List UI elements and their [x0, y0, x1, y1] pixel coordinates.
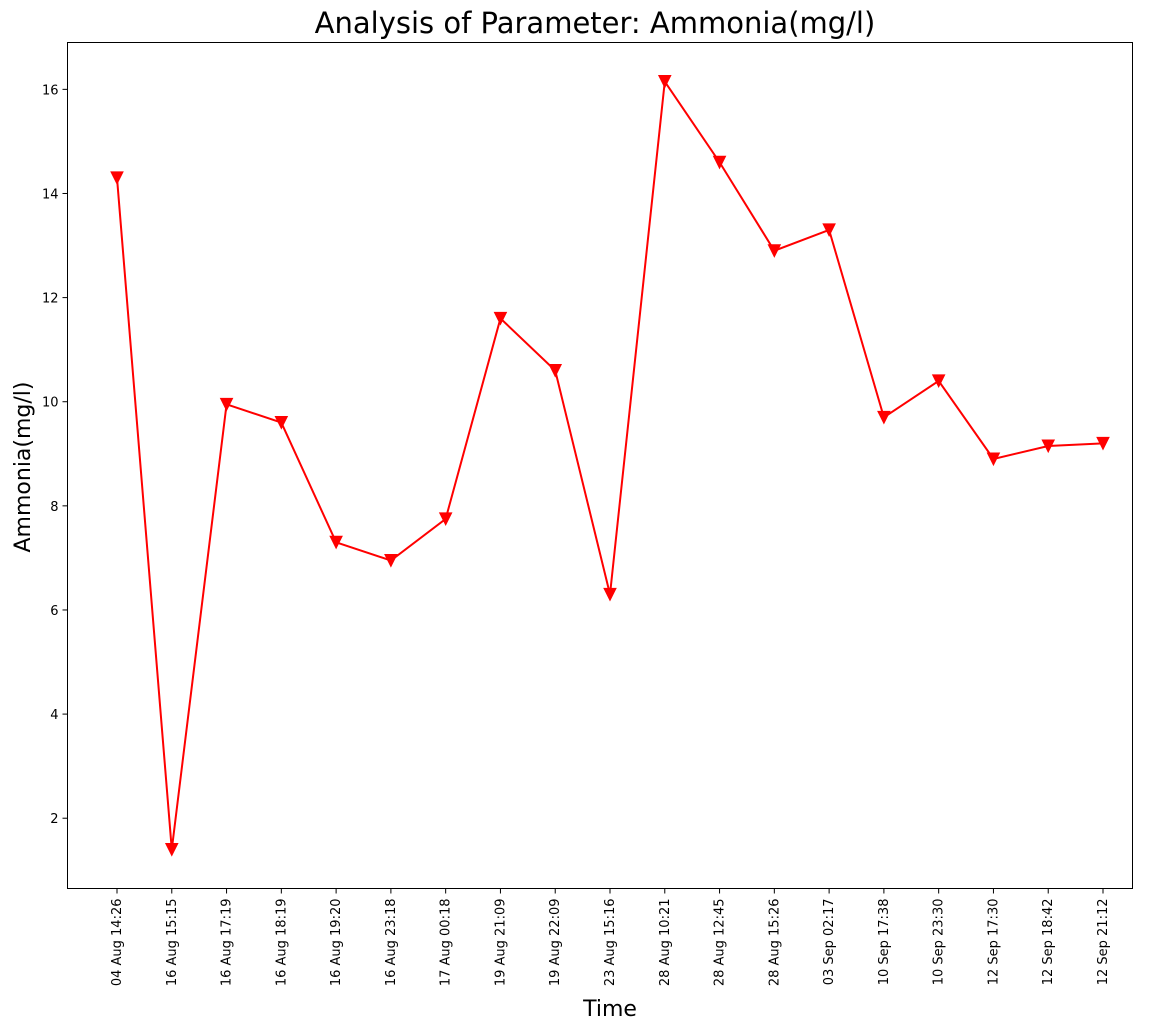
- x-tick-label: 17 Aug 00:18: [439, 899, 454, 987]
- y-tick-label: 6: [50, 604, 58, 619]
- data-point: [603, 587, 617, 602]
- data-point: [110, 171, 124, 185]
- x-tick-label: 12 Sep 17:30: [986, 899, 1001, 986]
- x-tick-label: 16 Aug 18:19: [274, 899, 289, 987]
- data-point: [164, 842, 179, 857]
- x-tick-label: 16 Aug 19:20: [329, 899, 344, 987]
- x-tick-label: 28 Aug 10:21: [658, 899, 673, 987]
- data-point: [712, 155, 727, 170]
- x-tick-label: 12 Sep 18:42: [1041, 899, 1056, 986]
- data-point: [767, 244, 782, 258]
- series-group: [110, 75, 1110, 857]
- data-point: [877, 410, 891, 425]
- data-point: [986, 452, 1001, 467]
- data-point: [657, 75, 672, 89]
- x-tick-label: 19 Aug 21:09: [493, 899, 508, 987]
- y-tick-label: 2: [50, 812, 58, 827]
- data-point: [1096, 436, 1110, 451]
- y-tick-label: 10: [42, 396, 59, 411]
- x-tick-label: 10 Sep 23:30: [932, 899, 947, 986]
- data-point: [493, 311, 508, 326]
- data-point: [548, 363, 563, 378]
- y-tick-label: 16: [42, 83, 59, 98]
- x-tick-label: 28 Aug 12:45: [713, 899, 728, 987]
- x-tick-label: 16 Aug 23:18: [384, 899, 399, 987]
- chart-title: Analysis of Parameter: Ammonia(mg/l): [315, 6, 876, 40]
- plot-area: [67, 42, 1133, 889]
- data-point: [329, 535, 343, 550]
- data-point: [219, 397, 234, 412]
- x-tick-label: 16 Aug 17:19: [220, 899, 235, 987]
- data-point: [438, 512, 453, 526]
- x-tick-label: 16 Aug 15:15: [165, 899, 180, 987]
- x-tick-label: 23 Aug 15:16: [603, 899, 618, 987]
- data-point: [931, 374, 946, 389]
- data-point: [274, 416, 289, 430]
- y-axis: 2 4 6 8 10 12 14 16: [42, 83, 68, 827]
- x-tick-label: 19 Aug 22:09: [548, 899, 563, 987]
- y-tick-label: 12: [42, 292, 59, 307]
- x-tick-label: 03 Sep 02:17: [822, 899, 837, 986]
- y-tick-label: 8: [50, 500, 58, 515]
- x-tick-label: 10 Sep 17:38: [877, 899, 892, 986]
- x-tick-label: 12 Sep 21:12: [1096, 899, 1111, 986]
- y-axis-label: Ammonia(mg/l): [11, 382, 36, 553]
- x-tick-label: 04 Aug 14:26: [110, 899, 125, 987]
- data-point: [384, 554, 398, 568]
- x-tick-label: 28 Aug 15:26: [767, 899, 782, 987]
- y-tick-label: 4: [50, 708, 58, 723]
- y-tick-label: 14: [42, 187, 59, 202]
- data-point: [1041, 439, 1056, 454]
- x-axis-label: Time: [582, 997, 637, 1022]
- series-line: [116, 78, 1104, 850]
- data-point: [822, 223, 836, 238]
- x-axis: 04 Aug 14:26 16 Aug 15:15 16 Aug 17:19 16 A…: [110, 888, 1111, 987]
